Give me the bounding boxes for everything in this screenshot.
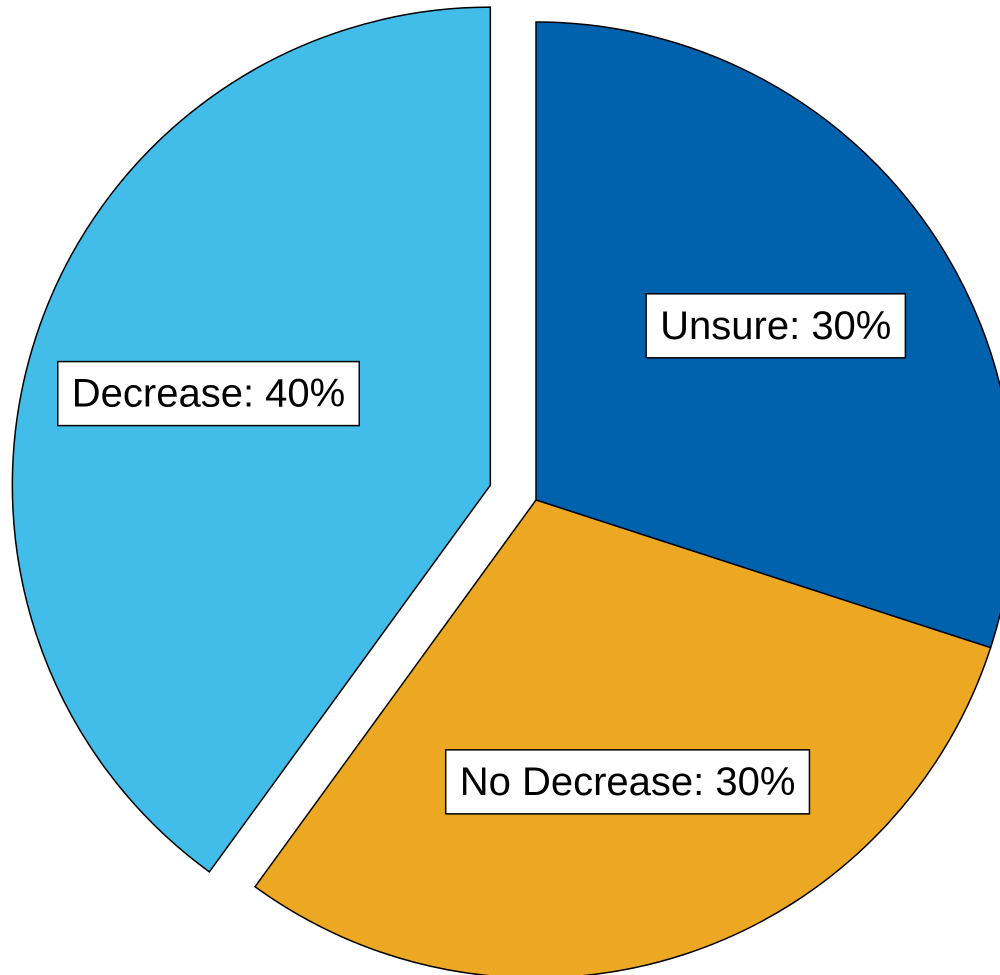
label-box: [57, 360, 360, 427]
label-text: Decrease: 40%: [72, 372, 345, 416]
label-text: Unsure: 30%: [660, 304, 891, 348]
pie-slices: [11, 6, 1000, 975]
label-text: No Decrease: 30%: [460, 760, 796, 804]
pie-label-decrease: Decrease: 40%: [57, 360, 360, 427]
pie-label-unsure: Unsure: 30%: [645, 293, 907, 359]
pie-labels: Unsure: 30% No Decrease: 30% Decrease: 40%: [57, 293, 907, 815]
label-box: [444, 749, 811, 815]
pie-slice-decrease: [11, 6, 492, 873]
label-box: [645, 293, 907, 359]
pie-slice-no-decrease: [253, 499, 992, 975]
pie-label-no-decrease: No Decrease: 30%: [444, 749, 811, 815]
